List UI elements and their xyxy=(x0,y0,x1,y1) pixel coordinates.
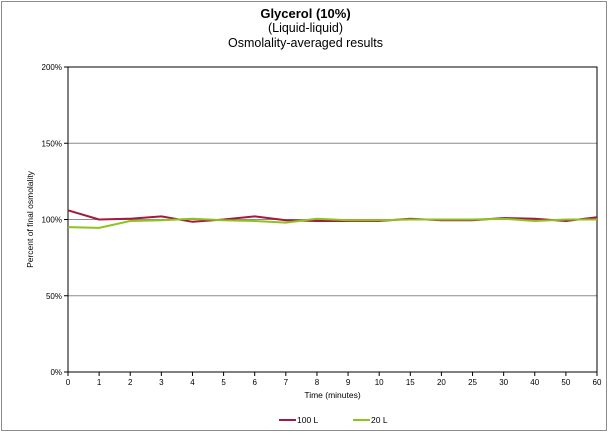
x-tick-label-0: 0 xyxy=(66,378,71,387)
legend-label-1: 20 L xyxy=(371,415,388,425)
x-tick-label-4: 4 xyxy=(190,378,195,387)
chart-title: Glycerol (10%) xyxy=(260,6,351,21)
y-tick-label-3: 150% xyxy=(42,139,62,148)
y-tick-label-0: 0% xyxy=(50,368,62,377)
chart-titles: Glycerol (10%) (Liquid-liquid) Osmolalit… xyxy=(0,6,611,51)
x-tick-label-7: 7 xyxy=(284,378,289,387)
y-tick-label-2: 100% xyxy=(42,216,62,225)
x-tick-label-5: 5 xyxy=(221,378,226,387)
x-tick-label-11: 15 xyxy=(406,378,415,387)
x-tick-label-1: 1 xyxy=(97,378,102,387)
chart-subtitle-2: Osmolality-averaged results xyxy=(228,36,383,50)
x-tick-label-9: 9 xyxy=(346,378,351,387)
legend-label-0: 100 L xyxy=(297,415,319,425)
x-tick-label-10: 10 xyxy=(375,378,384,387)
x-tick-label-6: 6 xyxy=(252,378,257,387)
x-axis-label: Time (minutes) xyxy=(304,390,361,400)
x-tick-label-15: 40 xyxy=(530,378,539,387)
x-tick-label-14: 30 xyxy=(499,378,508,387)
chart-subtitle-1: (Liquid-liquid) xyxy=(267,21,344,35)
x-tick-label-3: 3 xyxy=(159,378,164,387)
x-tick-label-2: 2 xyxy=(128,378,133,387)
x-tick-label-12: 20 xyxy=(437,378,446,387)
y-tick-label-4: 200% xyxy=(42,63,62,72)
series-line-1 xyxy=(67,217,597,229)
y-tick-label-1: 50% xyxy=(46,292,62,301)
y-axis-label: Percent of final osmolality xyxy=(25,170,35,268)
x-tick-label-16: 50 xyxy=(561,378,570,387)
x-tick-label-17: 60 xyxy=(593,378,602,387)
x-tick-label-8: 8 xyxy=(315,378,320,387)
x-tick-label-13: 25 xyxy=(468,378,477,387)
